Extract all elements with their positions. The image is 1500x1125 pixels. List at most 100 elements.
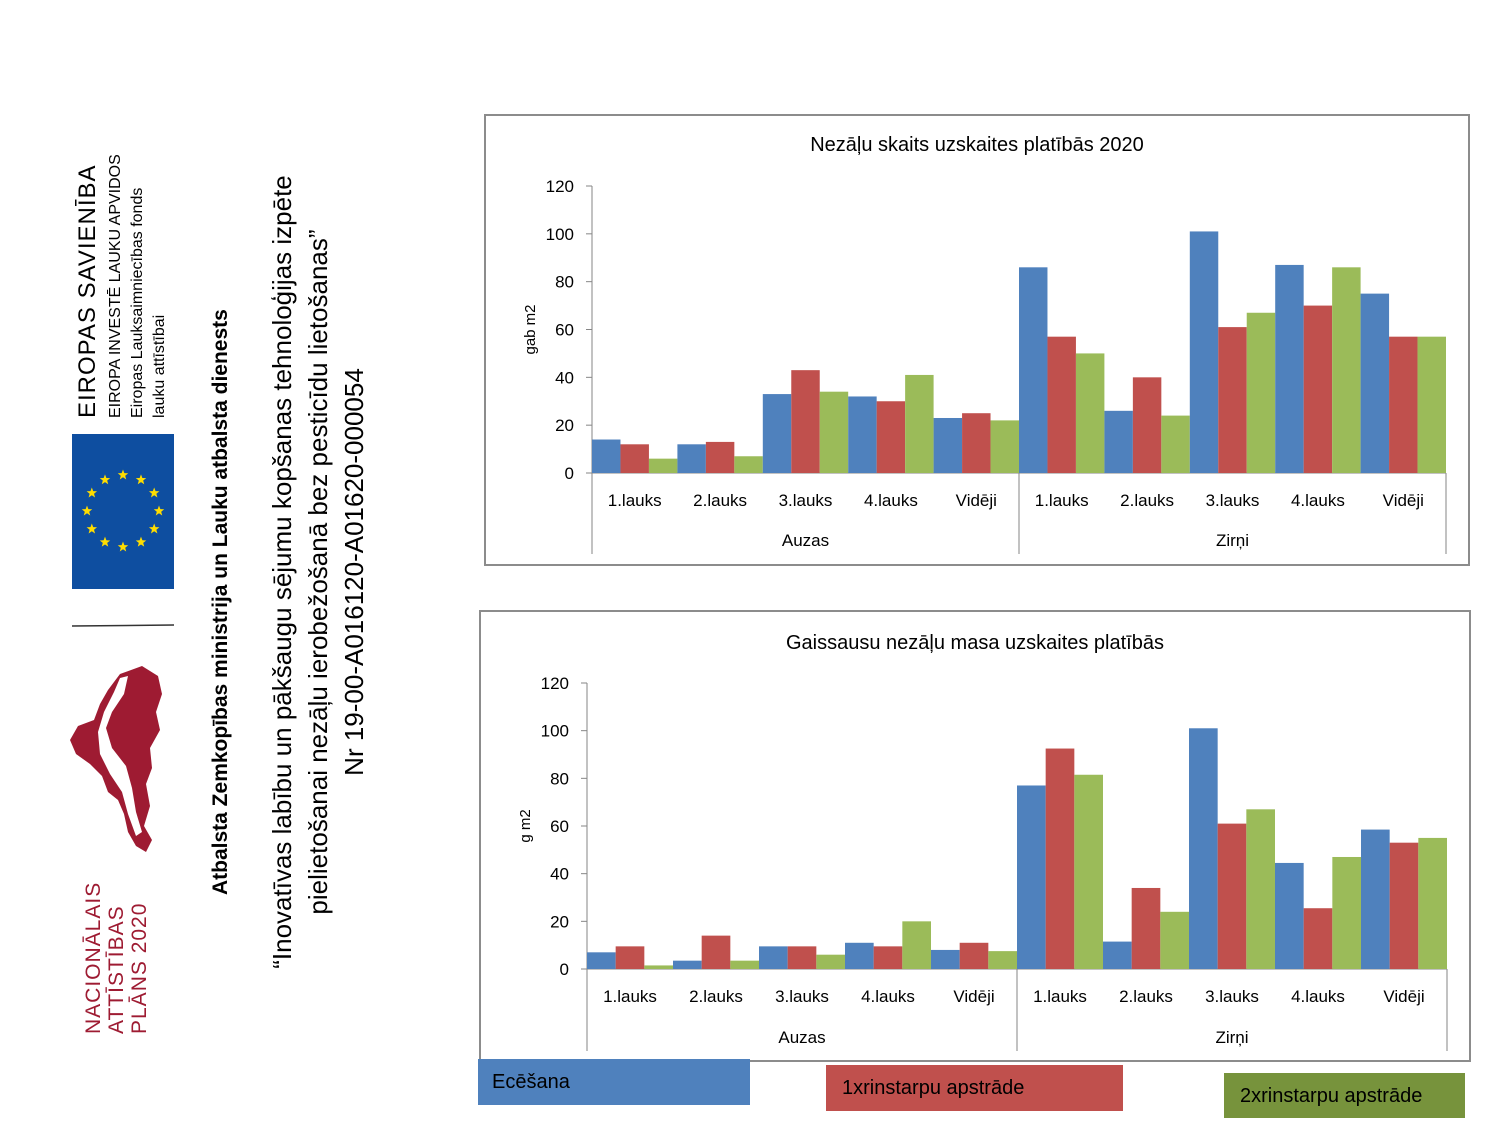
bar [1303, 305, 1333, 473]
chart-title: Nezāļu skaits uzskaites platībās 2020 [810, 134, 1144, 156]
eu-star-icon [117, 541, 129, 552]
bar [1389, 842, 1419, 969]
x-tick-label: 1.lauks [1033, 987, 1087, 1006]
bar [1360, 293, 1390, 473]
legend-label: 2xrinstarpu apstrāde [1240, 1085, 1423, 1107]
legend-label: 1xrinstarpu apstrāde [842, 1077, 1025, 1099]
x-tick-label: Vidēji [1383, 491, 1424, 510]
y-tick-label: 80 [555, 273, 574, 292]
x-tick-label: 3.lauks [1206, 491, 1260, 510]
bar [787, 946, 817, 969]
bar [1189, 231, 1219, 473]
y-axis-label: gab m2 [522, 304, 539, 354]
bar [1161, 415, 1190, 473]
bar [1246, 312, 1276, 473]
y-tick-label: 80 [550, 769, 569, 788]
eu-star-icon [86, 487, 98, 498]
group-label: Zirņi [1216, 531, 1249, 550]
y-tick-label: 120 [541, 674, 569, 693]
bar [1217, 823, 1247, 969]
bar [1332, 267, 1361, 473]
y-tick-label: 120 [546, 177, 574, 196]
eu-flag-icon [72, 434, 174, 589]
x-tick-label: Vidēji [1383, 987, 1424, 1006]
bar [1275, 264, 1304, 473]
y-tick-label: 20 [550, 912, 569, 931]
bar [905, 374, 934, 473]
bar [988, 951, 1017, 969]
bar [933, 417, 963, 473]
support-text: Atbalsta Zemkopības ministrija un Lauku … [209, 309, 232, 895]
eu-star-icon [135, 474, 147, 485]
y-tick-label: 40 [550, 865, 569, 884]
x-tick-label: Vidēji [956, 491, 997, 510]
bar [1417, 336, 1446, 473]
bar [701, 935, 731, 969]
x-tick-label: 4.lauks [861, 987, 915, 1006]
x-tick-label: 3.lauks [1205, 987, 1259, 1006]
eu-star-icon [153, 505, 165, 516]
y-tick-label: 20 [555, 416, 574, 435]
group-label: Auzas [778, 1028, 825, 1047]
bar [1047, 336, 1076, 473]
bar [1017, 785, 1046, 969]
y-tick-label: 60 [555, 321, 574, 340]
bar [730, 960, 759, 969]
eu-star-icon [148, 487, 160, 498]
legend-item-harrowing: Ecēšana [478, 1059, 750, 1105]
bar [1132, 377, 1162, 473]
bar [1019, 267, 1048, 473]
x-tick-label: 2.lauks [693, 491, 747, 510]
legend-item-1x-interrow: 1xrinstarpu apstrāde [826, 1065, 1123, 1111]
bar [705, 441, 735, 473]
group-label: Auzas [782, 531, 829, 550]
divider-line [72, 624, 175, 627]
eu-star-icon [81, 505, 93, 516]
eu-star-icon [148, 523, 160, 534]
x-tick-label: 1.lauks [603, 987, 657, 1006]
nap-logo-line2: ATTĪSTĪBAS [105, 905, 128, 1034]
bar [848, 396, 877, 473]
bar [1160, 911, 1189, 969]
bar [1303, 908, 1333, 969]
bar [1332, 856, 1361, 969]
bar [1189, 728, 1218, 969]
bar [845, 942, 874, 969]
bar [873, 946, 903, 969]
y-tick-label: 0 [560, 960, 569, 979]
bar [1361, 829, 1390, 969]
y-tick-label: 100 [546, 225, 574, 244]
eu-logo-line1: EIROPA INVESTĒ LAUKU APVIDOS [107, 154, 124, 418]
eu-star-icon [99, 474, 111, 485]
y-tick-label: 60 [550, 817, 569, 836]
y-tick-label: 40 [555, 368, 574, 387]
legend-item-2x-interrow: 2xrinstarpu apstrāde [1224, 1073, 1465, 1118]
x-tick-label: 3.lauks [779, 491, 833, 510]
bar [959, 942, 989, 969]
project-number: Nr 19-00-A016120-A01620-000054 [339, 368, 369, 776]
project-title-line2: pielietošanai nezāļu ierobežošanā bez pe… [303, 229, 333, 915]
bar [1275, 862, 1304, 969]
bar [1045, 748, 1075, 969]
bar [1075, 353, 1105, 473]
x-tick-label: 3.lauks [775, 987, 829, 1006]
x-tick-label: Vidēji [953, 987, 994, 1006]
project-title: “Inovatīvas labību un pākšaugu sējumu ko… [264, 102, 372, 1042]
chart-plot-area: 0 20 40 60 80 100 120 g m2 1.lauks 2.lauks 3.lauks… [517, 674, 1448, 1051]
x-tick-label: 4.lauks [1291, 987, 1345, 1006]
eu-star-icon [86, 523, 98, 534]
x-tick-label: 2.lauks [689, 987, 743, 1006]
bar [1246, 809, 1275, 969]
chart-weed-count: Nezāļu skaits uzskaites platībās 2020 0 2… [484, 114, 1470, 566]
nap-logo-line1: NACIONĀLAIS [82, 881, 105, 1034]
bar [644, 965, 673, 969]
y-tick-label: 0 [565, 464, 574, 483]
bar [1131, 887, 1161, 969]
bar [759, 946, 788, 969]
bar [931, 949, 960, 969]
x-tick-label: 1.lauks [608, 491, 662, 510]
bar [1389, 336, 1418, 473]
group-label: Zirņi [1215, 1028, 1248, 1047]
eu-star-icon [99, 536, 111, 547]
chart-title: Gaissausu nezāļu masa uzskaites platībās [786, 632, 1164, 654]
